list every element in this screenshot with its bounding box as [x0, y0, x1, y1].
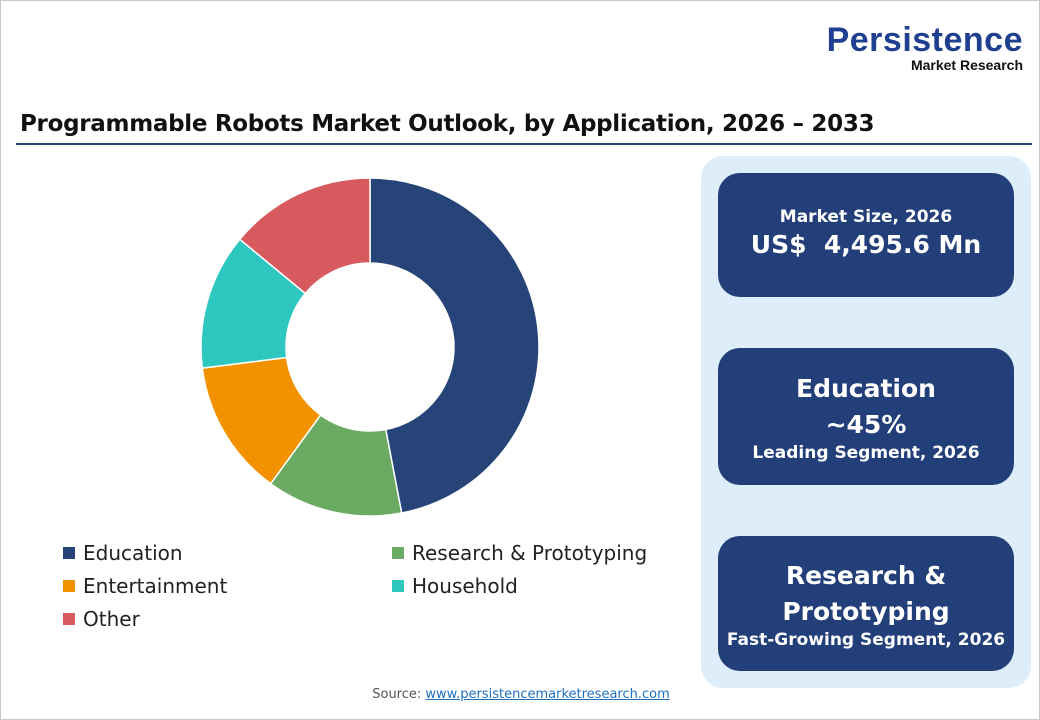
- logo-subtitle: Market Research: [910, 57, 1023, 73]
- legend-label: Other: [83, 607, 140, 631]
- slice-other: [238, 177, 371, 295]
- leading-segment-title: Education: [796, 373, 936, 403]
- legend-swatch: [63, 613, 75, 625]
- legend-label: Education: [83, 541, 183, 565]
- fast-growing-title-2: Prototyping: [782, 596, 950, 626]
- market-size-card: Market Size, 2026 US$ 4,495.6 Mn: [718, 173, 1014, 297]
- legend-label: Research & Prototyping: [412, 541, 648, 565]
- logo-name: Persistence: [826, 21, 1023, 59]
- legend-item: Entertainment: [63, 574, 227, 598]
- summary-panel: Market Size, 2026 US$ 4,495.6 Mn Educati…: [701, 156, 1031, 688]
- legend-item: Household: [392, 574, 518, 598]
- source-label: Source:: [372, 687, 422, 702]
- fast-growing-label: Fast-Growing Segment, 2026: [726, 629, 1006, 650]
- legend-swatch: [63, 547, 75, 559]
- slice-education: [369, 177, 540, 514]
- legend-swatch: [392, 547, 404, 559]
- chart-title: Programmable Robots Market Outlook, by A…: [20, 111, 875, 137]
- fast-growing-card: Research & Prototyping Fast-Growing Segm…: [718, 536, 1014, 671]
- title-divider: [16, 143, 1032, 145]
- market-size-label: Market Size, 2026: [779, 207, 953, 227]
- source-line: Source: www.persistencemarketresearch.co…: [1, 687, 1039, 702]
- legend-swatch: [63, 580, 75, 592]
- legend-label: Entertainment: [83, 574, 228, 598]
- fast-growing-title-1: Research &: [785, 560, 947, 590]
- logo: Persistence Market Research: [827, 23, 1023, 73]
- legend-label: Household: [412, 574, 518, 598]
- donut-chart: [200, 177, 540, 517]
- leading-segment-label: Leading Segment, 2026: [752, 442, 980, 463]
- leading-segment-card: Education ~45% Leading Segment, 2026: [718, 348, 1014, 485]
- source-link[interactable]: www.persistencemarketresearch.com: [425, 687, 670, 702]
- legend-item: Education: [63, 541, 183, 565]
- legend-item: Research & Prototyping: [392, 541, 647, 565]
- legend-item: Other: [63, 607, 140, 631]
- legend-swatch: [392, 580, 404, 592]
- leading-segment-share: ~45%: [825, 409, 907, 439]
- market-size-value: US$ 4,495.6 Mn: [750, 230, 982, 259]
